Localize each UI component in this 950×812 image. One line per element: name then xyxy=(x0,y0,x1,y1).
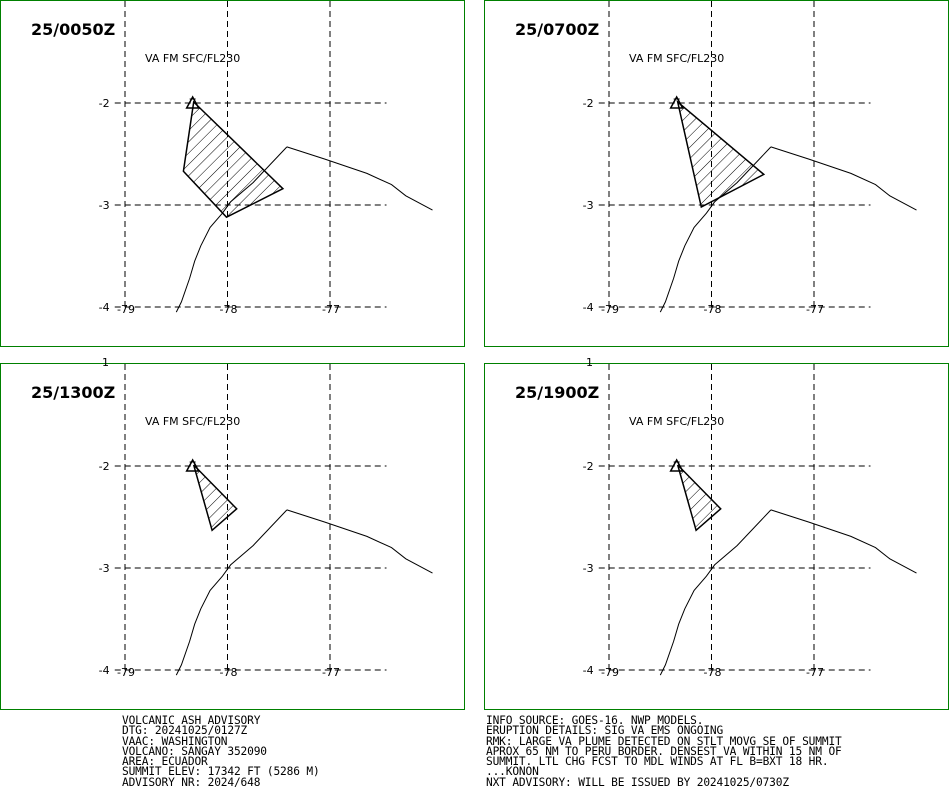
lon-tick-label: -79 xyxy=(601,303,619,316)
panel-level-label: VA FM SFC/FL230 xyxy=(629,415,725,428)
panel-level-label: VA FM SFC/FL230 xyxy=(629,52,725,65)
info-line: SUMMIT. LTL CHG FCST TO MDL WINDS AT FL … xyxy=(486,755,829,769)
lat-tick-label: -3 xyxy=(583,562,594,575)
lat-tick-label: -4 xyxy=(99,301,110,314)
volcano-icon xyxy=(669,95,684,109)
info-line: RMK: LARGE VA PLUME DETECTED ON STLT MOV… xyxy=(486,734,842,748)
lon-tick-label: -77 xyxy=(322,666,340,679)
info-line: VOLCANO: SANGAY 352090 xyxy=(122,744,267,758)
border-line xyxy=(286,509,433,574)
info-line: VAAC: WASHINGTON xyxy=(122,734,228,748)
border-line xyxy=(175,509,288,676)
lon-tick-label: -77 xyxy=(806,666,824,679)
lat-tick-label: -4 xyxy=(99,664,110,677)
map-canvas: -2 -3 -4 -79 -78 -77 xyxy=(583,364,917,679)
lon-tick-label: -77 xyxy=(322,303,340,316)
lat-tick-label: 1 xyxy=(586,356,593,369)
info-line: ...KONON xyxy=(486,765,539,779)
advisory-info-right: INFO SOURCE: GOES-16. NWP MODELS. ERUPTI… xyxy=(486,714,842,789)
volcano-icon xyxy=(185,458,200,472)
border-line xyxy=(659,509,772,676)
lat-tick-label: -2 xyxy=(583,97,594,110)
panel-time: 25/1900Z xyxy=(515,383,600,402)
panel-time: 25/0050Z xyxy=(31,20,116,39)
lon-tick-label: -79 xyxy=(117,303,135,316)
lon-tick-label: -79 xyxy=(601,666,619,679)
advisory-info-left: VOLCANIC ASH ADVISORY DTG: 20241025/0127… xyxy=(122,714,320,789)
volcano-icon xyxy=(669,458,684,472)
info-line: NXT ADVISORY: WILL BE ISSUED BY 20241025… xyxy=(486,775,789,789)
map-canvas: -2 -3 -4 -79 -78 -77 xyxy=(583,1,917,316)
ash-cloud-polygon xyxy=(676,464,722,532)
volcano-icon xyxy=(185,95,200,109)
info-line: DTG: 20241025/0127Z xyxy=(122,724,248,738)
forecast-panel-3: -2 -3 -4 -79 -78 -77 25/1300Z VA FM SFC/FL230 xyxy=(0,363,465,710)
border-line xyxy=(286,146,433,211)
border-line xyxy=(770,146,917,211)
lon-tick-label: -78 xyxy=(704,666,722,679)
info-line: INFO SOURCE: GOES-16. NWP MODELS. xyxy=(486,714,704,727)
lon-tick-label: -78 xyxy=(220,303,238,316)
map-canvas: -2 -3 -4 -79 -78 -77 xyxy=(99,364,433,679)
lon-tick-label: -78 xyxy=(220,666,238,679)
forecast-panel-1: -2 -3 -4 -79 -78 -77 25/0050Z VA FM SFC/FL230 xyxy=(0,0,465,347)
lat-tick-label: -2 xyxy=(99,97,110,110)
panel-level-label: VA FM SFC/FL230 xyxy=(145,415,241,428)
info-line: APROX 65 NM TO PERU BORDER. DENSEST VA W… xyxy=(486,744,842,758)
map-canvas: -2 -3 -4 -79 -78 -77 xyxy=(99,1,433,316)
lat-tick-label: -2 xyxy=(99,460,110,473)
lon-tick-label: -78 xyxy=(704,303,722,316)
lon-tick-label: -77 xyxy=(806,303,824,316)
lat-tick-label: -4 xyxy=(583,664,594,677)
info-line: AREA: ECUADOR xyxy=(122,755,208,769)
info-line: VOLCANIC ASH ADVISORY xyxy=(122,714,261,727)
panel-time: 25/1300Z xyxy=(31,383,116,402)
border-line xyxy=(770,509,917,574)
lat-tick-label: 1 xyxy=(102,356,109,369)
lon-tick-label: -79 xyxy=(117,666,135,679)
info-line: ERUPTION DETAILS: SIG VA EMS ONGOING xyxy=(486,724,724,738)
panel-level-label: VA FM SFC/FL230 xyxy=(145,52,241,65)
ash-cloud-polygon xyxy=(182,100,285,219)
ash-cloud-polygon xyxy=(676,99,766,209)
lat-tick-label: -3 xyxy=(583,199,594,212)
forecast-panel-2: -2 -3 -4 -79 -78 -77 25/0700Z VA FM SFC/FL230 xyxy=(484,0,949,347)
forecast-panel-4: -2 -3 -4 -79 -78 -77 25/1900Z VA FM SFC/FL230 xyxy=(484,363,949,710)
ash-cloud-polygon xyxy=(192,464,238,532)
lat-tick-label: -3 xyxy=(99,562,110,575)
lat-tick-label: -3 xyxy=(99,199,110,212)
panel-time: 25/0700Z xyxy=(515,20,600,39)
lat-tick-label: -4 xyxy=(583,301,594,314)
info-line: ADVISORY NR: 2024/648 xyxy=(122,775,261,789)
info-line: SUMMIT ELEV: 17342 FT (5286 M) xyxy=(122,765,320,779)
lat-tick-label: -2 xyxy=(583,460,594,473)
